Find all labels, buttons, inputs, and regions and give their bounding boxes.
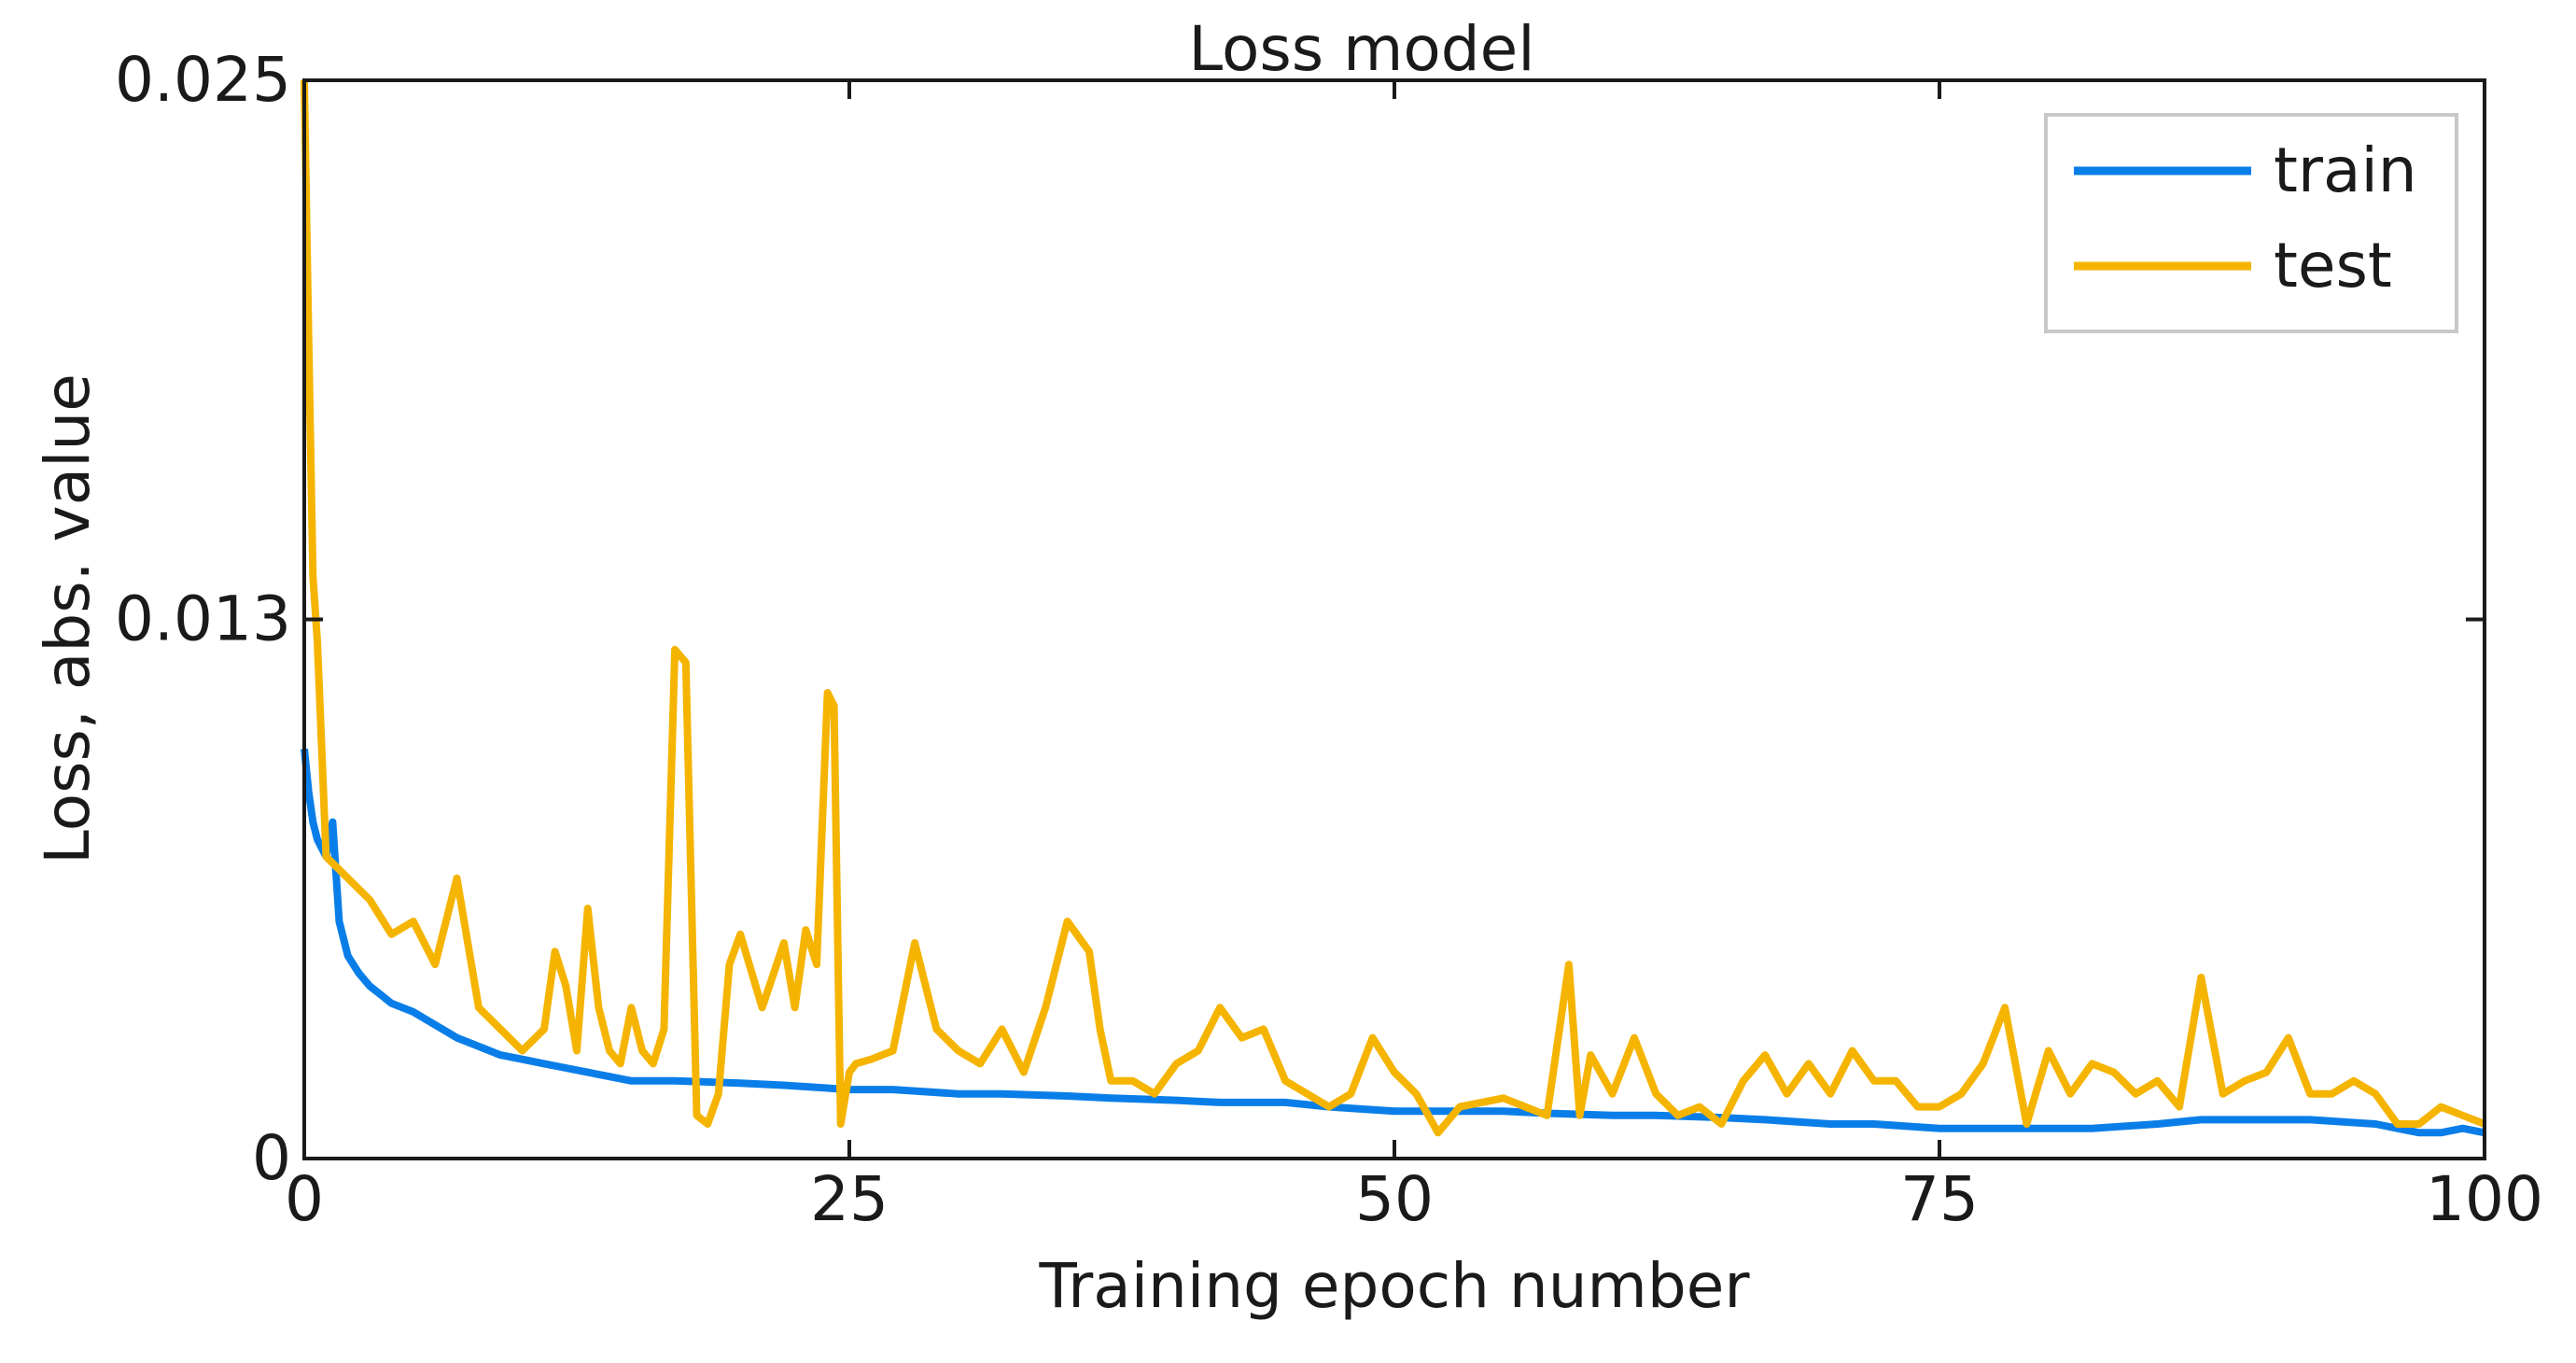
- y-tick-label: 0: [252, 1122, 291, 1194]
- legend-label-test: test: [2274, 230, 2392, 302]
- legend-box: [2044, 113, 2458, 333]
- legend-label-train: train: [2274, 134, 2417, 206]
- chart-title: Loss model: [1188, 13, 1534, 85]
- y-tick-label: 0.025: [115, 44, 291, 116]
- x-tick-label: 75: [1900, 1163, 1979, 1235]
- x-tick-label: 100: [2426, 1163, 2543, 1235]
- y-tick-label: 0.013: [115, 583, 291, 655]
- legend: train test: [2044, 113, 2458, 333]
- x-tick-label: 0: [285, 1163, 324, 1235]
- series-line-test: [301, 79, 2486, 1137]
- x-tick-label: 25: [810, 1163, 889, 1235]
- series-line-train: [301, 748, 2485, 1137]
- x-tick-label: 50: [1355, 1163, 1434, 1235]
- y-axis-label: Loss, abs. value: [32, 373, 104, 864]
- x-axis-label: Training epoch number: [1039, 1250, 1751, 1322]
- tick-layer: 0 25 50 75 100 0 0.013 0.025: [115, 44, 2543, 1235]
- series-layer: [301, 79, 2486, 1137]
